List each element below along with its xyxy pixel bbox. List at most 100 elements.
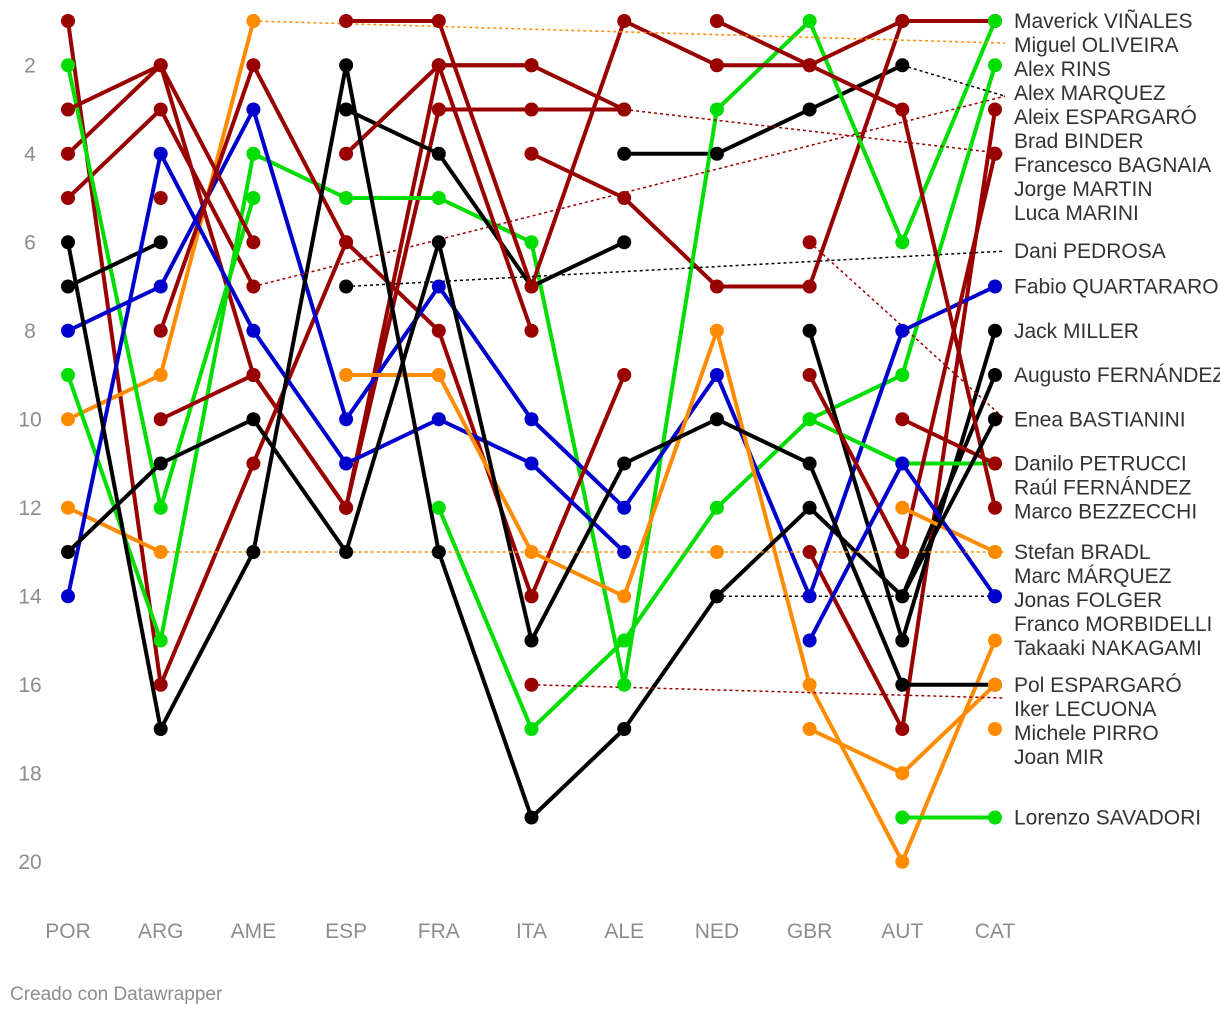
series-line-segment — [529, 727, 627, 820]
series-point — [246, 191, 261, 205]
series-point — [524, 456, 539, 471]
series-end-label: Dani PEDROSA — [1014, 240, 1166, 263]
series-point — [339, 58, 354, 73]
series-point — [895, 235, 910, 250]
series-point — [339, 279, 354, 294]
series-end-label: Lorenzo SAVADORI — [1014, 807, 1201, 830]
series-point — [802, 500, 817, 515]
series-line-segment — [251, 373, 349, 510]
series-point — [895, 368, 910, 382]
series-point — [617, 235, 632, 250]
series-line-segment — [436, 19, 534, 289]
series-line-segment — [807, 682, 905, 864]
series-point — [61, 191, 75, 205]
series-line-segment — [529, 461, 627, 643]
series-point — [895, 766, 910, 781]
series-point — [709, 368, 724, 382]
y-tick-label: 14 — [18, 585, 42, 608]
series-line-segment — [900, 107, 997, 510]
x-tick-label: AME — [231, 920, 277, 943]
series-line-segment — [158, 461, 256, 687]
series-end-label: Miguel OLIVEIRA — [1014, 34, 1179, 57]
series-point — [524, 677, 539, 692]
series-point — [431, 102, 446, 117]
series-line-segment — [714, 19, 812, 68]
series-line-segment — [344, 107, 441, 156]
series-label-connector — [531, 684, 1006, 699]
series-point — [895, 323, 910, 338]
series-point — [153, 58, 168, 73]
series-point — [153, 279, 168, 294]
series-line-segment — [251, 240, 349, 466]
series-point — [246, 102, 261, 117]
x-tick-label: NED — [695, 920, 739, 943]
series-line-segment — [900, 417, 997, 599]
series-end-label: Joan MIR — [1014, 746, 1104, 769]
series-line-segment — [529, 461, 627, 554]
series-line-segment — [622, 196, 719, 289]
series-point — [988, 633, 1002, 648]
series-point — [988, 14, 1002, 28]
series-point — [246, 279, 261, 294]
series-point — [617, 14, 632, 28]
series-line-segment — [900, 417, 997, 466]
series-end-label: Michele PIRRO — [1014, 722, 1159, 745]
series-point — [153, 235, 168, 250]
series-line-segment — [714, 373, 812, 599]
series-point — [246, 323, 261, 338]
series-point — [988, 323, 1002, 338]
series-point — [431, 235, 446, 250]
series-point — [524, 58, 539, 73]
series-point — [802, 589, 817, 604]
series-point — [895, 456, 910, 471]
series-point — [802, 677, 817, 692]
series-line-segment — [66, 107, 163, 200]
series-point — [617, 500, 632, 515]
series-line-segment — [251, 63, 349, 245]
series-point — [339, 456, 354, 471]
series-point — [339, 191, 354, 205]
series-line-segment — [436, 240, 534, 643]
series-end-label: Jack MILLER — [1014, 320, 1139, 343]
series-point — [988, 102, 1002, 117]
x-tick-label: CAT — [975, 920, 1016, 943]
series-point — [153, 368, 168, 382]
series-end-label: Enea BASTIANINI — [1014, 408, 1186, 431]
series-point — [617, 589, 632, 604]
x-tick-label: POR — [45, 920, 91, 943]
series-point — [988, 677, 1002, 692]
series-end-label: Maverick VIÑALES — [1014, 9, 1193, 33]
series-point — [524, 412, 539, 427]
series-line-segment — [158, 373, 256, 422]
series-point — [988, 146, 1002, 161]
series-point — [339, 545, 354, 559]
series-point — [61, 500, 75, 515]
series-label-connector — [809, 241, 1006, 420]
series-point — [61, 14, 75, 28]
series-end-label: Stefan BRADL — [1014, 541, 1151, 564]
y-tick-label: 16 — [18, 674, 41, 697]
series-point — [61, 412, 75, 427]
series-point — [246, 456, 261, 471]
series-point — [617, 722, 632, 736]
series-line-segment — [807, 373, 905, 554]
series-line-segment — [436, 505, 534, 731]
series-point — [988, 456, 1002, 471]
series-end-label: Aleix ESPARGARÓ — [1014, 106, 1197, 129]
series-line-segment — [436, 373, 534, 554]
series-point — [61, 146, 75, 161]
series-point — [895, 722, 910, 736]
series-point — [709, 589, 724, 604]
series-point — [802, 235, 817, 250]
series-line-segment — [529, 151, 627, 200]
series-line-segment — [622, 19, 719, 68]
series-line-segment — [807, 727, 905, 776]
series-point — [524, 633, 539, 648]
series-line-segment — [807, 328, 905, 643]
x-tick-label: ALE — [604, 920, 644, 943]
series-point — [988, 722, 1002, 736]
series-point — [153, 456, 168, 471]
series-line-segment — [529, 373, 627, 599]
series-end-label: Marc MÁRQUEZ — [1014, 565, 1172, 588]
